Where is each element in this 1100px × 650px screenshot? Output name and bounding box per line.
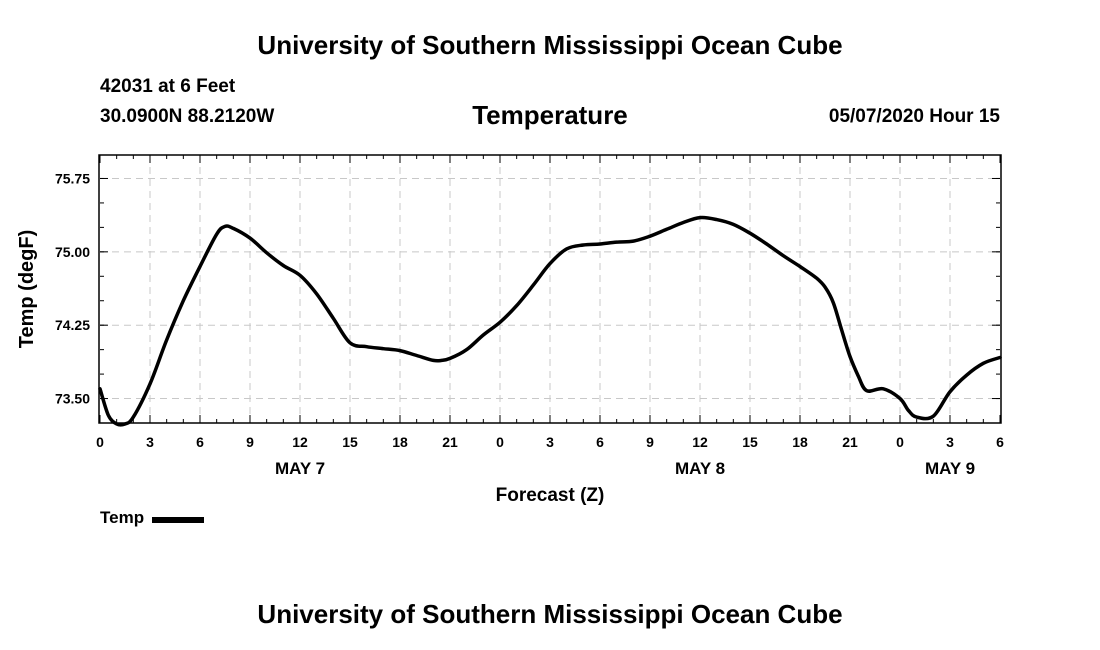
x-tick-label: 18 [392, 434, 408, 450]
y-tick-label: 75.75 [55, 170, 90, 186]
x-day-label: MAY 7 [275, 459, 325, 478]
tick-layer [99, 155, 1001, 424]
chart-title: Temperature [472, 100, 628, 130]
grid-layer [100, 155, 1000, 423]
x-tick-label: 15 [742, 434, 758, 450]
x-tick-label: 21 [842, 434, 858, 450]
x-tick-label: 3 [546, 434, 554, 450]
x-tick-label: 12 [292, 434, 308, 450]
x-tick-label: 18 [792, 434, 808, 450]
x-tick-label: 6 [996, 434, 1004, 450]
x-tick-label: 0 [896, 434, 904, 450]
y-axis-label: Temp (degF) [16, 230, 38, 349]
datetime-label: 05/07/2020 Hour 15 [828, 106, 1000, 127]
x-axis-label: Forecast (Z) [496, 485, 605, 506]
y-tick-label: 73.50 [55, 391, 90, 407]
x-tick-label: 0 [496, 434, 504, 450]
series-layer [98, 215, 1002, 427]
plot-frame [98, 154, 1002, 424]
legend-line-swatch [152, 516, 205, 523]
x-tick-label: 9 [646, 434, 654, 450]
x-tick-label: 6 [196, 434, 204, 450]
x-tick-label: 9 [246, 434, 254, 450]
label-layer: 0 3 6 9 12 15 18 21 0 3 6 9 12 15 18 21 0 3 6 MAY 7 MAY 8 MAY… [55, 170, 1004, 478]
x-tick-label: 3 [146, 434, 154, 450]
x-tick-label: 21 [442, 434, 458, 450]
x-day-label: MAY 8 [675, 459, 725, 478]
station-label: 42031 at 6 Feet [100, 76, 236, 97]
x-tick-label: 6 [596, 434, 604, 450]
x-tick-label: 3 [946, 434, 954, 450]
coordinates-label: 30.0900N 88.2120W [100, 106, 275, 127]
x-day-label: MAY 9 [925, 459, 975, 478]
series-line-temp [98, 215, 1002, 427]
x-tick-label: 12 [692, 434, 708, 450]
x-tick-label: 0 [96, 434, 104, 450]
y-tick-label: 74.25 [55, 317, 90, 333]
legend: Temp [100, 508, 205, 528]
y-tick-label: 75.00 [55, 244, 90, 260]
legend-label: Temp [100, 508, 145, 527]
header-title: University of Southern Mississippi Ocean… [257, 30, 843, 60]
x-tick-label: 15 [342, 434, 358, 450]
footer-title: University of Southern Mississippi Ocean… [257, 599, 843, 629]
